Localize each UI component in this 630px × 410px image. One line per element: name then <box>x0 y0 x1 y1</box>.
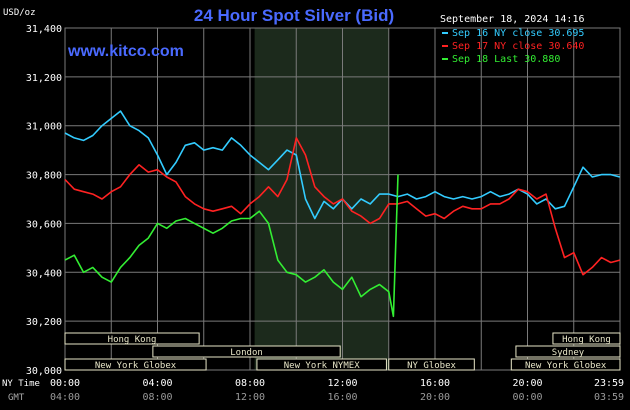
legend-label: Sep 16 NY close 30.695 <box>452 28 584 39</box>
trading-sessions: Hong Kong Hong Kong London Sydney New York G… <box>64 332 621 371</box>
y-tick-label: 30,400 <box>26 268 62 279</box>
session-label: New York Globex <box>95 361 177 371</box>
y-tick-label: 30,000 <box>26 366 62 377</box>
x-tick-label-gmt: 04:00 <box>50 392 80 403</box>
x-axis-ticks: 00:00 04:00 04:00 08:00 08:00 12:00 12:00 16:00… <box>50 378 624 403</box>
y-tick-label: 31,000 <box>26 122 62 133</box>
y-axis-ticks: 30,000 30,200 30,400 30,600 30,800 31,000 31,2… <box>26 24 62 377</box>
y-tick-label: 30,200 <box>26 317 62 328</box>
session-label: NY Globex <box>407 361 456 371</box>
x-tick-label-ny: 12:00 <box>327 378 357 389</box>
x-tick-label-ny: 23:59 <box>594 378 624 389</box>
x-tick-label-ny: 00:00 <box>50 378 80 389</box>
session-bar: Sydney <box>515 345 621 358</box>
legend-item: Sep 17 NY close 30.640 <box>442 41 584 52</box>
session-bar: New York NYMEX <box>256 358 387 371</box>
y-axis-unit-label: USD/oz <box>3 8 36 18</box>
y-tick-label: 31,400 <box>26 24 62 35</box>
series-line <box>64 174 399 318</box>
session-label: Sydney <box>552 348 585 358</box>
session-bar: NY Globex <box>388 358 475 371</box>
watermark-text: www.kitco.com <box>67 43 184 60</box>
session-bar: Hong Kong <box>64 332 200 345</box>
legend-label: Sep 18 Last 30.880 <box>452 54 560 65</box>
chart-title: 24 Hour Spot Silver (Bid) <box>194 6 394 25</box>
session-bar: London <box>152 345 341 358</box>
session-label: London <box>230 348 263 358</box>
chart-legend: Sep 16 NY close 30.695 Sep 17 NY close 30… <box>442 28 584 65</box>
x-tick-label-gmt: 08:00 <box>142 392 172 403</box>
session-bar: Hong Kong <box>552 332 621 345</box>
session-bar: New York Globex <box>510 358 621 371</box>
x-tick-label-ny: 16:00 <box>420 378 450 389</box>
y-tick-label: 30,600 <box>26 219 62 230</box>
x-tick-label-gmt: 16:00 <box>327 392 357 403</box>
x-tick-label-gmt: 00:00 <box>512 392 542 403</box>
session-label: Hong Kong <box>108 335 157 345</box>
ny-time-axis-label: NY Time <box>2 379 40 389</box>
x-tick-label-gmt: 20:00 <box>420 392 450 403</box>
gmt-axis-label: GMT <box>8 393 25 403</box>
session-label: Hong Kong <box>562 335 611 345</box>
session-bar: New York Globex <box>64 358 207 371</box>
session-label: New York NYMEX <box>284 361 360 371</box>
legend-item: Sep 16 NY close 30.695 <box>442 28 584 39</box>
x-tick-label-ny: 08:00 <box>235 378 265 389</box>
y-tick-label: 31,200 <box>26 73 62 84</box>
price-series <box>64 110 621 318</box>
legend-item: Sep 18 Last 30.880 <box>442 54 560 65</box>
legend-label: Sep 17 NY close 30.640 <box>452 41 584 52</box>
x-tick-label-ny: 20:00 <box>512 378 542 389</box>
nymex-session-shade <box>254 28 389 370</box>
timestamp: September 18, 2024 14:16 <box>440 14 585 25</box>
x-tick-label-ny: 04:00 <box>142 378 172 389</box>
series-line <box>64 137 621 276</box>
x-tick-label-gmt: 12:00 <box>235 392 265 403</box>
x-tick-label-gmt: 03:59 <box>594 392 624 403</box>
session-label: New York Globex <box>525 361 607 371</box>
y-tick-label: 30,800 <box>26 171 62 182</box>
